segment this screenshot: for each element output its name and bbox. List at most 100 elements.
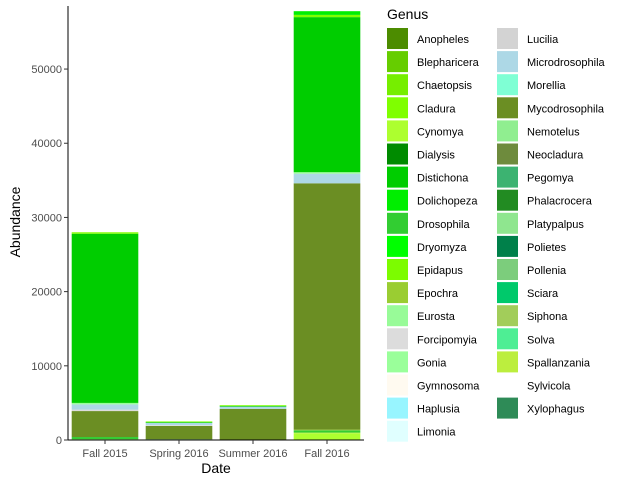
x-tick-label: Summer 2016	[218, 448, 287, 460]
legend-swatch-microdrosophila	[497, 51, 518, 73]
legend-items: Anopheles Blepharicera Chaetopsis Cladura Cy…	[387, 28, 606, 442]
x-tick-label: Spring 2016	[149, 448, 208, 460]
legend-swatch-forcipomyia	[387, 328, 408, 350]
bar-segment-mycodrosophila-1	[145, 425, 213, 440]
legend-swatch-anopheles	[387, 28, 408, 49]
legend-label-drosophila: Drosophila	[417, 219, 470, 231]
legend-label-gymnosoma: Gymnosoma	[417, 381, 480, 393]
bar-segment-spallanzania-3	[293, 432, 361, 434]
y-axis: 0 10000 20000 30000 40000 50000	[31, 6, 69, 447]
bar-segment-cladura-2	[219, 405, 287, 406]
legend-swatch-dialysis	[387, 143, 408, 165]
y-tick-label: 50000	[31, 64, 62, 76]
legend-title: Genus	[387, 6, 428, 22]
legend-swatch-gonia	[387, 351, 408, 373]
legend-label-neocladura: Neocladura	[527, 150, 584, 162]
legend-swatch-cynomya	[387, 120, 408, 142]
plot-area	[71, 11, 361, 440]
bar-segment-distichona-0	[71, 233, 139, 403]
legend-swatch-blepharicera	[387, 51, 408, 73]
legend-swatch-mycodrosophila	[497, 97, 518, 119]
bar-segment-forcipomyia-0	[71, 409, 139, 412]
legend-swatch-pollenia	[497, 259, 518, 280]
legend-label-gonia: Gonia	[417, 357, 447, 369]
legend-swatch-nemotelus	[497, 120, 518, 142]
legend-swatch-pegomya	[497, 166, 518, 188]
legend-label-limonia: Limonia	[417, 427, 456, 439]
legend-swatch-limonia	[387, 420, 408, 442]
legend-label-cynomya: Cynomya	[417, 126, 464, 138]
legend-swatch-cladura	[387, 97, 408, 119]
legend-label-polietes: Polietes	[527, 242, 567, 254]
y-tick-label: 20000	[31, 287, 62, 299]
bar-segment-distichona-3	[293, 17, 361, 173]
legend-swatch-neocladura	[497, 143, 518, 165]
legend-label-dialysis: Dialysis	[417, 150, 455, 162]
y-tick-label: 0	[56, 435, 62, 447]
legend-swatch-polietes	[497, 235, 518, 257]
legend-label-spallanzania: Spallanzania	[527, 357, 591, 369]
bar-segment-mycodrosophila-3	[293, 183, 361, 430]
legend-label-solva: Solva	[527, 334, 555, 346]
y-tick-label: 40000	[31, 138, 62, 150]
legend-label-phalacrocera: Phalacrocera	[527, 196, 593, 208]
legend-label-morellia: Morellia	[527, 80, 566, 92]
legend-swatch-spallanzania	[497, 351, 518, 373]
bar-segment-cladura-3	[293, 14, 361, 18]
legend-swatch-solva	[497, 328, 518, 350]
legend-label-dryomyza: Dryomyza	[417, 242, 467, 254]
bar-segment-microdrosophila-2	[219, 406, 287, 409]
legend-label-nemotelus: Nemotelus	[527, 126, 580, 138]
legend-swatch-morellia	[497, 74, 518, 96]
legend-label-sylvicola: Sylvicola	[527, 381, 571, 393]
bar-segment-microdrosophila-1	[145, 422, 213, 426]
legend-swatch-phalacrocera	[497, 189, 518, 211]
bar-segment-cladura-0	[71, 232, 139, 234]
legend-swatch-dryomyza	[387, 235, 408, 257]
legend-label-sciara: Sciara	[527, 288, 559, 300]
legend-label-siphona: Siphona	[527, 311, 568, 323]
bar-segment-cladura-1	[145, 421, 213, 423]
bar-segment-microdrosophila-3	[293, 173, 361, 184]
legend-label-microdrosophila: Microdrosophila	[527, 57, 606, 69]
legend-label-distichona: Distichona	[417, 173, 469, 185]
bar-segment-mycodrosophila-0	[71, 411, 139, 438]
legend-swatch-distichona	[387, 166, 408, 188]
legend-swatch-epidapus	[387, 259, 408, 280]
y-tick-label: 30000	[31, 212, 62, 224]
legend-swatch-gymnosoma	[387, 374, 408, 396]
legend-label-anopheles: Anopheles	[417, 34, 469, 46]
legend-swatch-chaetopsis	[387, 74, 408, 96]
legend: Genus Anopheles Blepharicera Chaetopsis Cla…	[387, 6, 606, 442]
bar-segment-drosophila-0	[71, 437, 139, 440]
legend-label-haplusia: Haplusia	[417, 404, 461, 416]
y-axis-title: Abundance	[7, 186, 23, 257]
bar-segment-dolichopeza-3	[293, 11, 361, 15]
bar-segment-gonia-3	[293, 172, 361, 174]
legend-label-eurosta: Eurosta	[417, 311, 456, 323]
bar-segment-gonia-0	[71, 402, 139, 405]
legend-label-forcipomyia: Forcipomyia	[417, 334, 478, 346]
legend-label-mycodrosophila: Mycodrosophila	[527, 103, 605, 115]
bar-segment-forcipomyia-1	[145, 425, 213, 426]
legend-swatch-drosophila	[387, 212, 408, 234]
legend-swatch-platypalpus	[497, 212, 518, 234]
bar-segment-epochra-3	[293, 429, 361, 431]
bar-segment-distichona-1	[145, 422, 213, 423]
legend-label-dolichopeza: Dolichopeza	[417, 196, 478, 208]
legend-label-epidapus: Epidapus	[417, 265, 463, 277]
bar-segment-cynomya-3	[293, 433, 361, 440]
x-axis: Fall 2015 Spring 2016 Summer 2016 Fall 2016	[68, 439, 364, 460]
legend-swatch-lucilia	[497, 28, 518, 49]
legend-swatch-epochra	[387, 282, 408, 304]
legend-swatch-siphona	[497, 305, 518, 327]
legend-swatch-eurosta	[387, 305, 408, 327]
legend-label-pollenia: Pollenia	[527, 265, 567, 277]
legend-label-cladura: Cladura	[417, 103, 456, 115]
legend-swatch-haplusia	[387, 397, 408, 419]
legend-swatch-sylvicola	[497, 374, 518, 396]
legend-label-blepharicera: Blepharicera	[417, 57, 480, 69]
bar-segment-mycodrosophila-2	[219, 408, 287, 440]
legend-label-lucilia: Lucilia	[527, 34, 559, 46]
